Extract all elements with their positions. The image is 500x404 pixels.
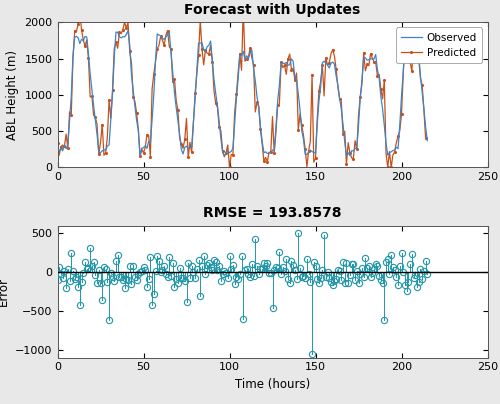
Predicted xyxy=(226,165,232,170)
Line: Predicted: Predicted xyxy=(56,6,429,169)
Observed xyxy=(149,117,155,122)
Observed xyxy=(54,147,60,152)
X-axis label: Time (hours): Time (hours) xyxy=(235,378,310,391)
Predicted xyxy=(148,154,154,159)
Observed xyxy=(270,147,276,152)
Predicted xyxy=(342,129,347,134)
Observed xyxy=(340,122,346,127)
Predicted xyxy=(371,59,377,64)
Predicted xyxy=(54,140,60,145)
Observed xyxy=(125,28,131,33)
Line: Observed: Observed xyxy=(58,31,428,156)
Observed xyxy=(266,151,272,156)
Y-axis label: ABL Height (m): ABL Height (m) xyxy=(6,50,19,140)
Title: RMSE = 193.8578: RMSE = 193.8578 xyxy=(203,206,342,220)
Legend: Observed, Predicted: Observed, Predicted xyxy=(396,27,482,63)
Y-axis label: Error: Error xyxy=(0,277,10,306)
Predicted xyxy=(137,154,143,159)
Title: Forecast with Updates: Forecast with Updates xyxy=(184,3,360,17)
Predicted xyxy=(271,151,277,156)
Observed xyxy=(344,154,349,158)
Observed xyxy=(424,138,430,143)
Observed xyxy=(371,57,377,61)
Predicted xyxy=(240,5,246,10)
Predicted xyxy=(424,137,430,141)
Predicted xyxy=(268,150,274,155)
Observed xyxy=(139,146,145,151)
